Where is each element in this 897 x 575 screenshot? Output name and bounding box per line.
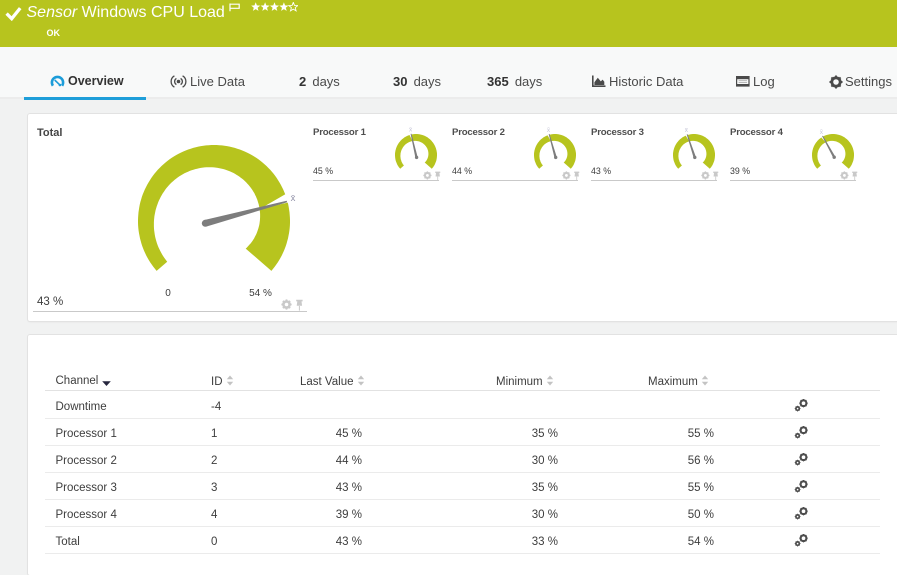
svg-text:x̄: x̄ (290, 193, 295, 204)
svg-text:x̄: x̄ (547, 127, 551, 134)
svg-text:x̄: x̄ (409, 127, 413, 134)
svg-text:x̄: x̄ (820, 129, 824, 136)
svg-text:x̄: x̄ (685, 127, 689, 134)
